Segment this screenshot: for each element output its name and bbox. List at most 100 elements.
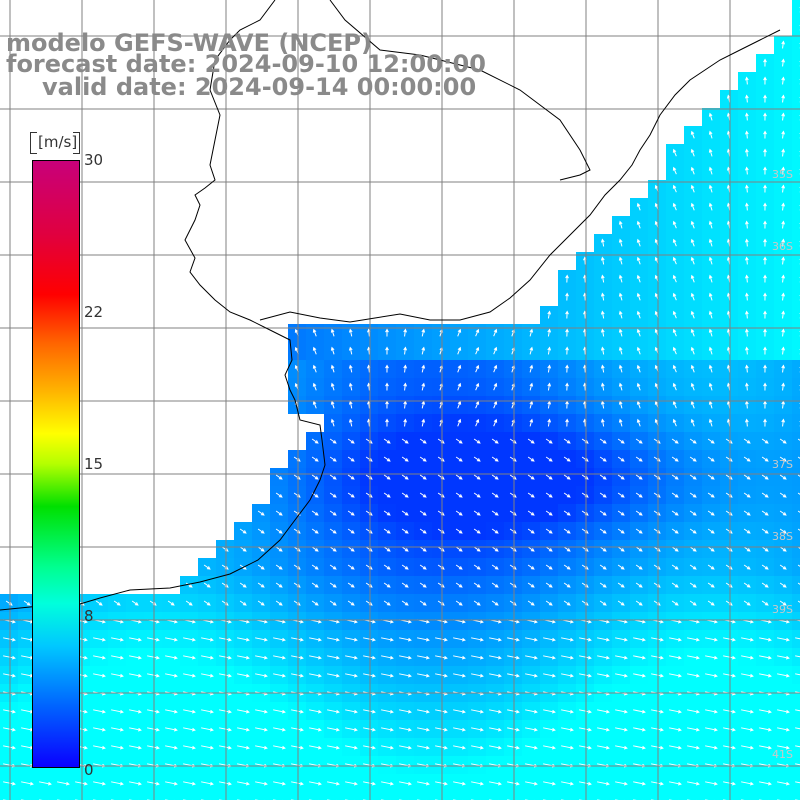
wind-arrow: [563, 564, 571, 570]
field-cell: [486, 792, 504, 800]
wind-arrow: [615, 745, 628, 750]
field-cell: [792, 558, 800, 576]
wind-arrow: [545, 510, 553, 516]
wind-arrow: [543, 781, 556, 786]
wind-arrow: [525, 673, 538, 678]
wind-arrow: [311, 438, 319, 444]
wind-arrow: [345, 781, 358, 786]
wind-arrow: [507, 673, 520, 678]
wind-arrow: [565, 418, 569, 427]
wind-arrow: [291, 673, 304, 678]
wind-arrow: [111, 781, 124, 786]
wind-arrow: [455, 546, 463, 552]
wind-arrow: [239, 600, 247, 606]
field-cell: [144, 792, 162, 800]
wind-arrow: [93, 745, 106, 750]
field-cell: [792, 288, 800, 306]
wind-arrow: [745, 148, 749, 157]
wind-arrow: [672, 418, 677, 427]
wind-arrow: [475, 328, 480, 337]
wind-arrow: [707, 582, 715, 588]
wind-arrow: [491, 492, 499, 498]
wind-arrow: [527, 456, 535, 462]
wind-arrow: [781, 310, 786, 319]
wind-arrow: [403, 364, 408, 373]
wind-arrow: [312, 382, 317, 391]
wind-arrow: [257, 510, 265, 516]
wind-arrow: [708, 382, 713, 391]
wind-arrow: [183, 727, 196, 732]
wind-arrow: [599, 510, 607, 516]
field-cell: [450, 792, 468, 800]
wind-arrow: [708, 418, 713, 427]
wind-arrow: [743, 510, 751, 516]
wind-arrow: [618, 274, 623, 283]
wind-arrow: [111, 709, 124, 714]
wind-arrow: [633, 655, 646, 660]
wind-arrow: [383, 510, 391, 516]
field-cell: [792, 180, 800, 198]
wind-arrow: [473, 600, 481, 606]
wind-arrow: [417, 637, 430, 642]
wind-arrow: [635, 564, 643, 570]
wind-arrow: [129, 727, 142, 732]
wind-arrow: [745, 256, 749, 265]
field-cell: [792, 630, 800, 648]
wind-arrow: [385, 418, 389, 427]
wind-arrow: [312, 364, 317, 373]
wind-arrow: [672, 166, 677, 175]
wind-arrow: [419, 600, 427, 606]
wind-arrow: [111, 637, 124, 642]
field-cell: [792, 36, 800, 54]
field-cell: [792, 342, 800, 360]
wind-arrow: [599, 492, 607, 498]
wind-arrow: [563, 546, 571, 552]
wind-arrow: [763, 238, 767, 247]
wind-arrow: [745, 400, 749, 409]
field-cell: [792, 432, 800, 450]
wind-arrow: [347, 546, 355, 552]
wind-arrow: [561, 655, 574, 660]
wind-arrow: [743, 474, 751, 480]
wind-arrow: [579, 745, 592, 750]
wind-arrow: [417, 727, 430, 732]
wind-arrow: [493, 328, 498, 337]
wind-arrow: [651, 727, 664, 732]
wind-arrow: [291, 655, 304, 660]
wind-arrow: [257, 528, 265, 534]
field-cell: [288, 792, 306, 800]
wind-arrow: [689, 438, 697, 444]
wind-arrow: [618, 328, 623, 337]
wind-arrow: [690, 184, 695, 193]
wind-arrow: [651, 781, 664, 786]
wind-arrow: [597, 637, 610, 642]
wind-arrow: [797, 582, 800, 585]
wind-arrow: [618, 310, 623, 319]
wind-arrow: [779, 510, 787, 516]
wind-arrow: [708, 292, 713, 301]
wind-arrow: [401, 456, 409, 462]
wind-arrow: [759, 745, 772, 750]
wind-arrow: [651, 745, 664, 750]
wind-arrow: [672, 382, 677, 391]
wind-arrow: [745, 202, 749, 211]
wind-arrow: [507, 781, 520, 786]
wind-arrow: [183, 745, 196, 750]
wind-arrow: [745, 346, 749, 355]
wind-arrow: [219, 727, 232, 732]
wind-arrow: [291, 745, 304, 750]
wind-arrow: [23, 600, 31, 606]
wind-arrow: [417, 745, 430, 750]
wind-arrow: [615, 655, 628, 660]
wind-arrow: [741, 709, 754, 714]
wind-arrow: [529, 364, 534, 373]
wind-arrow: [327, 781, 340, 786]
wind-arrow: [600, 238, 605, 247]
wind-arrow: [669, 637, 682, 642]
wind-arrow: [705, 781, 718, 786]
wind-arrow: [635, 492, 643, 498]
wind-arrow: [708, 184, 713, 193]
wind-arrow: [636, 400, 641, 409]
wind-arrow: [381, 745, 394, 750]
wind-arrow: [669, 781, 682, 786]
